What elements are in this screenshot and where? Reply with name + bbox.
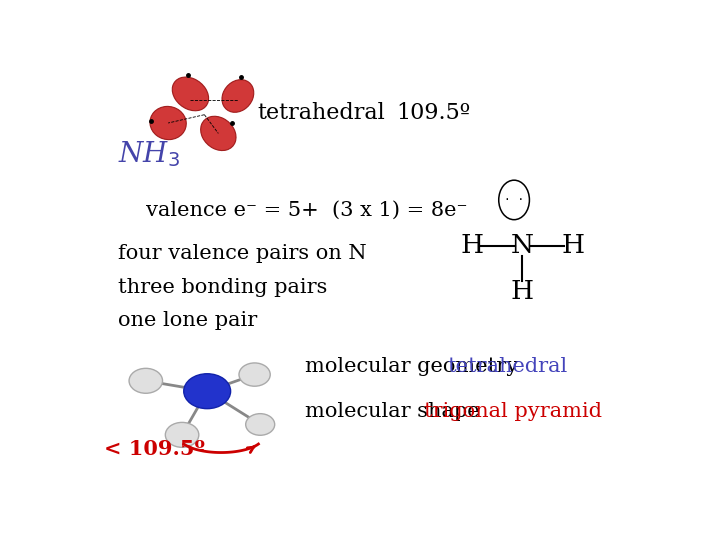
Ellipse shape xyxy=(172,77,209,111)
Text: three bonding pairs: three bonding pairs xyxy=(118,278,328,297)
Text: one lone pair: one lone pair xyxy=(118,311,257,330)
Text: < 109.5º: < 109.5º xyxy=(104,440,205,460)
Text: H: H xyxy=(561,233,584,258)
Text: trigonal pyramid: trigonal pyramid xyxy=(423,402,602,422)
Circle shape xyxy=(246,414,275,435)
Ellipse shape xyxy=(222,79,253,112)
Text: tetrahedral: tetrahedral xyxy=(447,357,567,376)
Text: four valence pairs on N: four valence pairs on N xyxy=(118,245,366,264)
Text: NH$_3$: NH$_3$ xyxy=(118,139,180,169)
Circle shape xyxy=(184,374,230,409)
Text: molecular geometry: molecular geometry xyxy=(305,357,525,376)
Text: N: N xyxy=(511,233,534,258)
Circle shape xyxy=(129,368,163,393)
Text: valence e⁻ = 5+  (3 x 1) = 8e⁻: valence e⁻ = 5+ (3 x 1) = 8e⁻ xyxy=(145,201,467,220)
Ellipse shape xyxy=(150,106,186,140)
Text: tetrahedral: tetrahedral xyxy=(258,102,385,124)
Text: . .: . . xyxy=(504,192,524,201)
Circle shape xyxy=(166,422,199,447)
Text: 109.5º: 109.5º xyxy=(396,102,470,124)
Text: molecular shape: molecular shape xyxy=(305,402,486,422)
Ellipse shape xyxy=(201,116,236,151)
Text: H: H xyxy=(511,279,534,304)
Text: H: H xyxy=(461,233,484,258)
Circle shape xyxy=(239,363,270,386)
